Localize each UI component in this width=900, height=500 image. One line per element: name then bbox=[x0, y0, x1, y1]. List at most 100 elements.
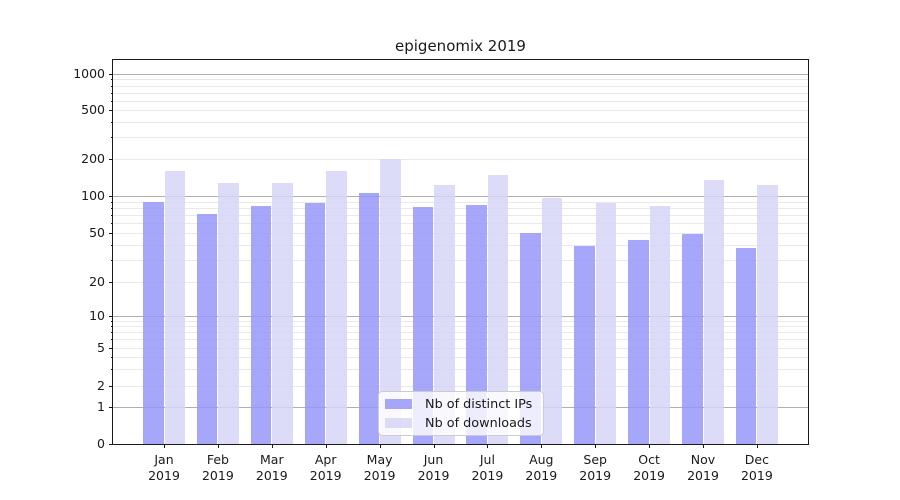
y-tick-label: 500 bbox=[81, 102, 105, 117]
y-tick-label: 10 bbox=[89, 308, 105, 323]
y-tick-mark bbox=[109, 316, 113, 317]
x-tick-mark bbox=[487, 444, 489, 448]
y-minor-tick-mark bbox=[110, 244, 113, 246]
legend-swatch-downloads bbox=[385, 418, 412, 428]
y-tick-label: 1000 bbox=[73, 66, 105, 81]
y-tick-mark bbox=[109, 74, 113, 75]
x-tick-mark bbox=[325, 444, 327, 448]
y-minor-tick-mark bbox=[110, 223, 113, 225]
x-tick-label: Nov 2019 bbox=[687, 452, 719, 483]
y-minor-tick-mark bbox=[110, 332, 113, 334]
y-tick-label: 20 bbox=[89, 273, 105, 289]
bar-downloads-jan bbox=[164, 170, 185, 444]
y-tick-label: 100 bbox=[81, 188, 105, 203]
bar-distinct-ips-dec bbox=[735, 247, 757, 444]
y-minor-tick-mark bbox=[110, 233, 113, 234]
minor-gridline bbox=[113, 356, 808, 358]
bar-downloads-sep bbox=[595, 203, 617, 444]
y-tick-label: 0 bbox=[97, 436, 105, 451]
bar-downloads-apr bbox=[326, 170, 347, 444]
x-tick-label: May 2019 bbox=[363, 452, 396, 483]
x-tick-mark bbox=[541, 444, 543, 448]
major-gridline bbox=[113, 316, 808, 317]
y-tick-label: 5 bbox=[97, 339, 105, 355]
x-tick-label: Dec 2019 bbox=[740, 452, 773, 483]
minor-gridline bbox=[113, 332, 808, 334]
minor-gridline bbox=[113, 281, 808, 283]
x-tick-mark bbox=[379, 444, 381, 448]
bar-downloads-mar bbox=[272, 183, 293, 444]
legend: Nb of distinct IPs Nb of downloads bbox=[378, 391, 544, 436]
y-minor-tick-mark bbox=[110, 92, 113, 94]
minor-gridline bbox=[113, 244, 808, 246]
minor-gridline bbox=[113, 137, 808, 139]
bar-distinct-ips-nov bbox=[682, 234, 703, 444]
bar-distinct-ips-mar bbox=[250, 205, 272, 444]
y-minor-tick-mark bbox=[110, 159, 113, 160]
minor-gridline bbox=[113, 100, 808, 102]
y-tick-mark bbox=[109, 444, 113, 445]
minor-gridline bbox=[113, 79, 808, 81]
x-tick-label: Aug 2019 bbox=[525, 452, 558, 483]
x-tick-label: Sep 2019 bbox=[579, 452, 612, 483]
x-tick-mark bbox=[433, 444, 435, 448]
bar-distinct-ips-may bbox=[358, 193, 380, 444]
minor-gridline bbox=[113, 223, 808, 225]
bar-downloads-jun bbox=[434, 184, 455, 444]
y-tick-label: 50 bbox=[89, 225, 105, 240]
minor-gridline bbox=[113, 85, 808, 87]
y-minor-tick-mark bbox=[110, 320, 113, 322]
bar-distinct-ips-jan bbox=[143, 201, 164, 444]
minor-gridline bbox=[113, 233, 808, 234]
x-tick-mark bbox=[217, 444, 219, 448]
minor-gridline bbox=[113, 347, 808, 349]
y-minor-tick-mark bbox=[110, 201, 113, 203]
y-minor-tick-mark bbox=[110, 326, 113, 328]
minor-gridline bbox=[113, 326, 808, 328]
x-tick-label: Mar 2019 bbox=[255, 452, 288, 483]
x-tick-label: Jun 2019 bbox=[417, 452, 450, 483]
plot-area: Nb of distinct IPs Nb of downloads bbox=[112, 59, 809, 445]
x-tick-label: Feb 2019 bbox=[201, 452, 234, 483]
chart-title: epigenomix 2019 bbox=[395, 37, 526, 55]
bar-distinct-ips-apr bbox=[304, 203, 326, 444]
bar-downloads-nov bbox=[703, 179, 724, 444]
bar-distinct-ips-feb bbox=[196, 213, 218, 444]
y-minor-tick-mark bbox=[110, 79, 113, 81]
y-minor-tick-mark bbox=[110, 356, 113, 358]
minor-gridline bbox=[113, 260, 808, 262]
y-tick-label: 1 bbox=[97, 399, 105, 414]
major-gridline bbox=[113, 74, 808, 75]
minor-gridline bbox=[113, 368, 808, 370]
y-minor-tick-mark bbox=[110, 85, 113, 87]
x-tick-mark bbox=[271, 444, 273, 448]
x-tick-label: Oct 2019 bbox=[633, 452, 665, 483]
y-tick-label: 2 bbox=[97, 377, 105, 393]
legend-label-distinct-ips: Nb of distinct IPs bbox=[425, 396, 533, 412]
minor-gridline bbox=[113, 385, 808, 387]
bar-downloads-feb bbox=[218, 182, 239, 444]
bar-downloads-dec bbox=[757, 185, 778, 444]
y-tick-mark bbox=[109, 407, 113, 408]
bar-distinct-ips-oct bbox=[628, 239, 649, 444]
bar-downloads-jul bbox=[487, 175, 509, 444]
y-minor-tick-mark bbox=[110, 137, 113, 139]
x-tick-label: Jan 2019 bbox=[148, 452, 180, 483]
bar-downloads-aug bbox=[541, 197, 563, 444]
x-tick-mark bbox=[703, 444, 704, 448]
minor-gridline bbox=[113, 339, 808, 341]
minor-gridline bbox=[113, 320, 808, 322]
y-minor-tick-mark bbox=[110, 385, 113, 387]
x-tick-mark bbox=[595, 444, 597, 448]
minor-gridline bbox=[113, 201, 808, 203]
y-minor-tick-mark bbox=[110, 347, 113, 349]
major-gridline bbox=[113, 196, 808, 197]
x-tick-mark bbox=[164, 444, 165, 448]
y-minor-tick-mark bbox=[110, 339, 113, 341]
y-minor-tick-mark bbox=[110, 260, 113, 262]
minor-gridline bbox=[113, 207, 808, 209]
minor-gridline bbox=[113, 121, 808, 123]
y-minor-tick-mark bbox=[110, 368, 113, 370]
legend-label-downloads: Nb of downloads bbox=[425, 415, 532, 431]
